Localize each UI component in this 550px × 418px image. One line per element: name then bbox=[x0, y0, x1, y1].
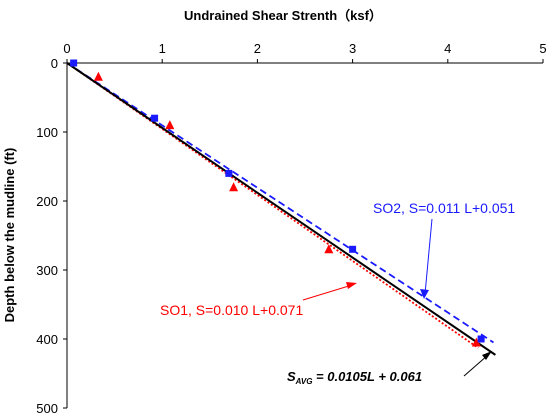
so1-arrow bbox=[302, 284, 353, 301]
fit-line-so2 bbox=[66, 62, 494, 344]
so1-arrowhead bbox=[346, 282, 357, 289]
y-axis-label: Depth below the mudline (ft) bbox=[2, 148, 17, 323]
so2-arrowhead bbox=[420, 289, 429, 299]
y-tick-label: 0 bbox=[51, 56, 58, 71]
point-so1 bbox=[471, 337, 481, 347]
data-points bbox=[70, 59, 485, 347]
x-tick-label: 4 bbox=[444, 41, 451, 56]
so2-arrow bbox=[424, 218, 433, 295]
fit-line-so1 bbox=[66, 62, 479, 349]
point-so2 bbox=[151, 114, 159, 122]
x-tick-label: 2 bbox=[254, 41, 261, 56]
point-so1 bbox=[324, 244, 334, 254]
y-tick-label: 500 bbox=[36, 401, 58, 416]
x-tick-label: 0 bbox=[63, 41, 70, 56]
x-tick-label: 5 bbox=[539, 41, 546, 56]
point-so1 bbox=[93, 71, 103, 81]
y-ticks: 0 100 200 300 400 500 bbox=[36, 56, 67, 416]
y-tick-label: 100 bbox=[36, 125, 58, 140]
x-tick-label: 1 bbox=[159, 41, 166, 56]
point-so2 bbox=[349, 245, 357, 253]
avg-s: S bbox=[287, 369, 296, 384]
x-ticks: 0 1 2 3 4 5 bbox=[63, 41, 547, 63]
y-tick-label: 400 bbox=[36, 332, 58, 347]
point-so1 bbox=[165, 120, 175, 130]
x-tick-label: 3 bbox=[349, 41, 356, 56]
y-tick-label: 200 bbox=[36, 194, 58, 209]
avg-equation-label: SAVG = 0.0105L + 0.061 bbox=[287, 369, 422, 386]
avg-arrow bbox=[463, 354, 489, 377]
chart-title: Undrained Shear Strenth（ksf） bbox=[184, 8, 382, 23]
point-so2 bbox=[477, 335, 485, 343]
avg-subscript: AVG bbox=[295, 377, 313, 386]
fit-line-avg bbox=[66, 62, 496, 356]
point-so1 bbox=[229, 182, 239, 192]
fit-lines bbox=[66, 62, 496, 356]
point-so2 bbox=[70, 59, 78, 67]
avg-equation: = 0.0105L + 0.061 bbox=[312, 369, 422, 384]
so2-equation-label: SO2, S=0.011 L+0.051 bbox=[373, 200, 515, 216]
avg-arrowhead bbox=[482, 351, 492, 360]
so1-equation-label: SO1, S=0.010 L+0.071 bbox=[160, 302, 303, 318]
y-tick-label: 300 bbox=[36, 263, 58, 278]
point-so2 bbox=[225, 169, 233, 177]
